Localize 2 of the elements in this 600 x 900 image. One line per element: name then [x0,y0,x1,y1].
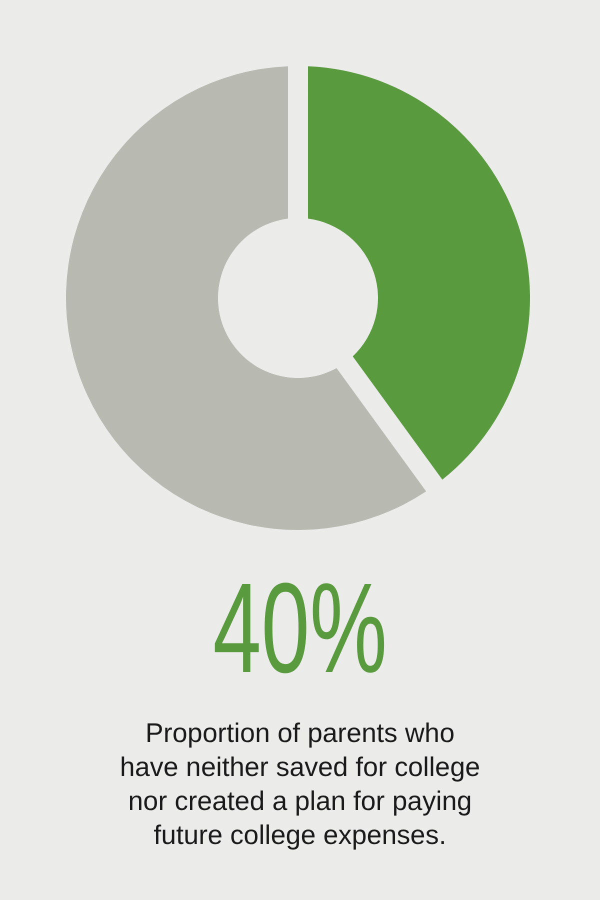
text: Proportion of parents who have neither saved for college nor created a plan for paying future college expenses. [120,718,480,850]
text: 40% [212,557,388,700]
